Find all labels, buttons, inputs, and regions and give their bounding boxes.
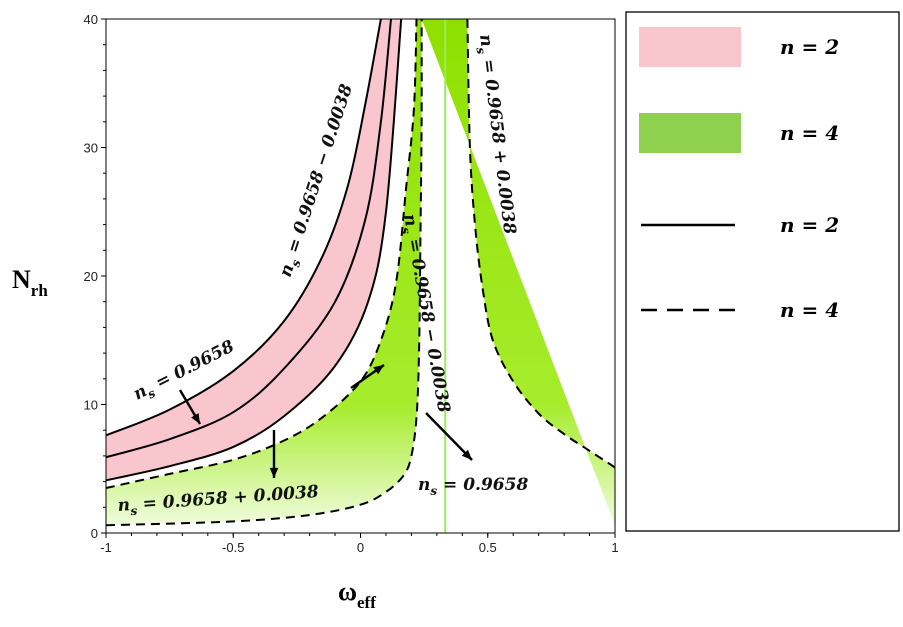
regions (106, 19, 615, 533)
curve-n4-4 (106, 19, 423, 527)
x-axis-title: ωeff (338, 577, 376, 612)
y-tick-label: 10 (84, 398, 98, 413)
legend-label: n = 2 (780, 213, 839, 237)
x-tick-label: 1 (611, 540, 618, 555)
arrow-n2-plus-head (269, 467, 279, 478)
y-axis-title: Nrh (12, 265, 48, 300)
n4-region (106, 19, 615, 533)
legend-label: n = 4 (780, 298, 839, 322)
arrow-n2-center-head (191, 413, 200, 424)
x-tick-label: -0.5 (222, 540, 244, 555)
arrow-n4-center-head (461, 449, 472, 460)
curve-n2-2 (106, 19, 403, 482)
legend-label: n = 4 (780, 121, 839, 145)
y-tick-label: 30 (84, 141, 98, 156)
x-tick-label: 0.5 (479, 540, 497, 555)
arrow-n4-minus-head (373, 365, 384, 375)
legend: n = 2 n = 4 n = 2 n = 4 (625, 11, 900, 532)
legend-swatch (639, 27, 741, 67)
y-tick-label: 40 (84, 12, 98, 27)
x-tick-label: 0 (357, 540, 364, 555)
legend-swatch (639, 113, 741, 153)
y-tick-label: 20 (84, 269, 98, 284)
ns-label: ns = 0.9658 (418, 475, 528, 498)
curve-n4-5 (466, 19, 615, 469)
x-tick-label: -1 (100, 540, 112, 555)
legend-label: n = 2 (780, 35, 839, 59)
legend-box (625, 11, 900, 532)
arrow-n4-center (425, 412, 473, 461)
n2-region (106, 19, 402, 481)
curves (106, 19, 615, 527)
curve-n2-1 (106, 19, 392, 459)
curve-n2-0 (106, 19, 382, 437)
y-tick-label: 0 (91, 526, 98, 541)
